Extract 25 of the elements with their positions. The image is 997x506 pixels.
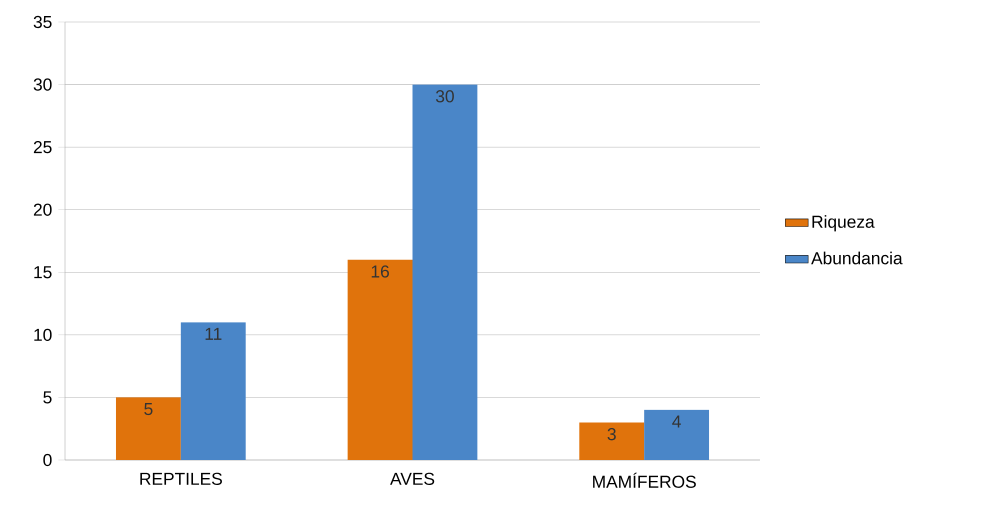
y-tick-label: 25 (34, 140, 52, 154)
bar (180, 322, 246, 460)
bar (644, 410, 710, 460)
data-label: 5 (144, 403, 152, 416)
y-tick-label: 20 (34, 204, 52, 216)
bar (412, 84, 478, 460)
y-tick-label: 10 (34, 328, 52, 341)
x-tick-label: MAMÍFEROS (593, 472, 696, 488)
bar (348, 260, 413, 460)
bar (116, 397, 181, 460)
y-tick-label: 15 (34, 266, 52, 278)
y-tick-label: 5 (43, 391, 52, 404)
data-label: 3 (608, 428, 616, 440)
data-label: 16 (372, 265, 389, 278)
legend-label: Abundancia (811, 252, 903, 264)
data-label: 11 (206, 328, 222, 340)
x-tick-label: REPTILES (140, 472, 222, 485)
x-tick-label: AVES (390, 472, 434, 485)
data-label: 30 (436, 90, 454, 102)
legend-label: Riqueza (812, 215, 875, 232)
y-tick-label: 30 (34, 78, 52, 91)
bar (579, 422, 644, 460)
y-tick-label: 0 (43, 454, 52, 466)
data-label: 4 (672, 416, 681, 428)
y-tick-label: 35 (34, 16, 52, 28)
